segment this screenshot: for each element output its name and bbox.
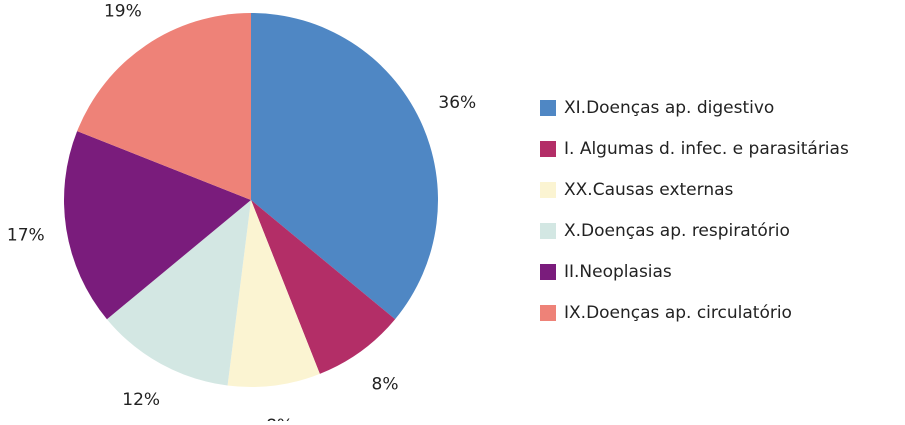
data-label: 8% <box>266 416 293 421</box>
pie-slice <box>106 200 251 386</box>
legend-label: II.Neoplasias <box>564 262 672 282</box>
pie-slice <box>251 200 396 374</box>
pie-slice <box>77 13 251 200</box>
pie-slice <box>251 13 438 320</box>
pie-slice <box>227 200 320 387</box>
data-label: 19% <box>104 1 142 21</box>
pie-slice <box>64 131 252 320</box>
legend-swatch <box>540 264 556 280</box>
legend-swatch <box>540 223 556 239</box>
legend-label: XI.Doenças ap. digestivo <box>564 98 774 118</box>
legend-label: I. Algumas d. infec. e parasitárias <box>564 139 849 159</box>
legend-swatch <box>540 182 556 198</box>
legend-swatch <box>540 100 556 116</box>
legend-label: IX.Doenças ap. circulatório <box>564 303 792 323</box>
legend-swatch <box>540 305 556 321</box>
data-label: 36% <box>438 93 476 113</box>
data-label: 8% <box>372 374 399 394</box>
data-label: 12% <box>122 390 160 410</box>
legend-label: X.Doenças ap. respiratório <box>564 221 790 241</box>
legend-swatch <box>540 141 556 157</box>
legend-label: XX.Causas externas <box>564 180 734 200</box>
data-label: 17% <box>7 226 45 246</box>
